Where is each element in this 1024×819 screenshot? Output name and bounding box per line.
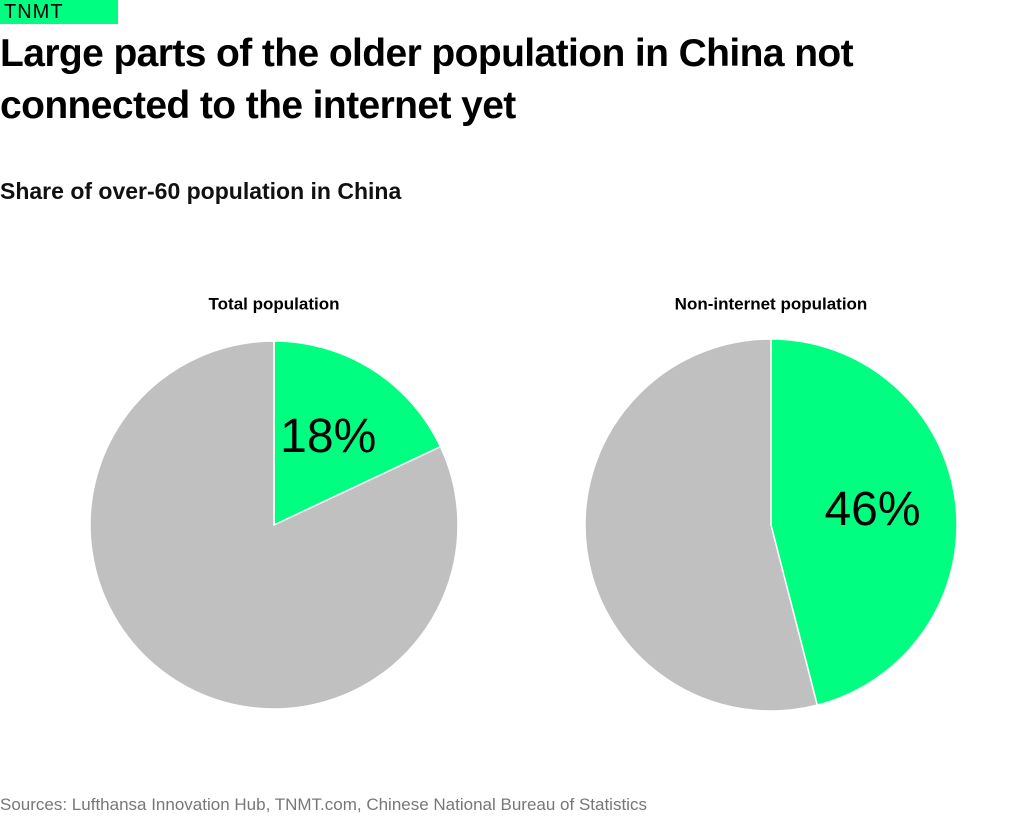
pie-slice [584,338,819,712]
charts: Total population 18% Non-internet populati… [89,294,958,712]
brand: TNMT [0,0,118,24]
title: Large parts of the older population in C… [0,32,854,127]
pie-slice [770,338,958,707]
subtitle: Share of over-60 population in China [0,178,402,204]
source: Sources: Lufthansa Innovation Hub, TNMT.… [0,795,647,814]
pie-slice [89,340,459,710]
value-label: 46% [824,483,920,536]
value-label: 18% [280,410,376,463]
pie-title: Non-internet population [675,294,868,313]
pie-title: Total population [209,294,340,313]
pie-slice [273,340,442,527]
